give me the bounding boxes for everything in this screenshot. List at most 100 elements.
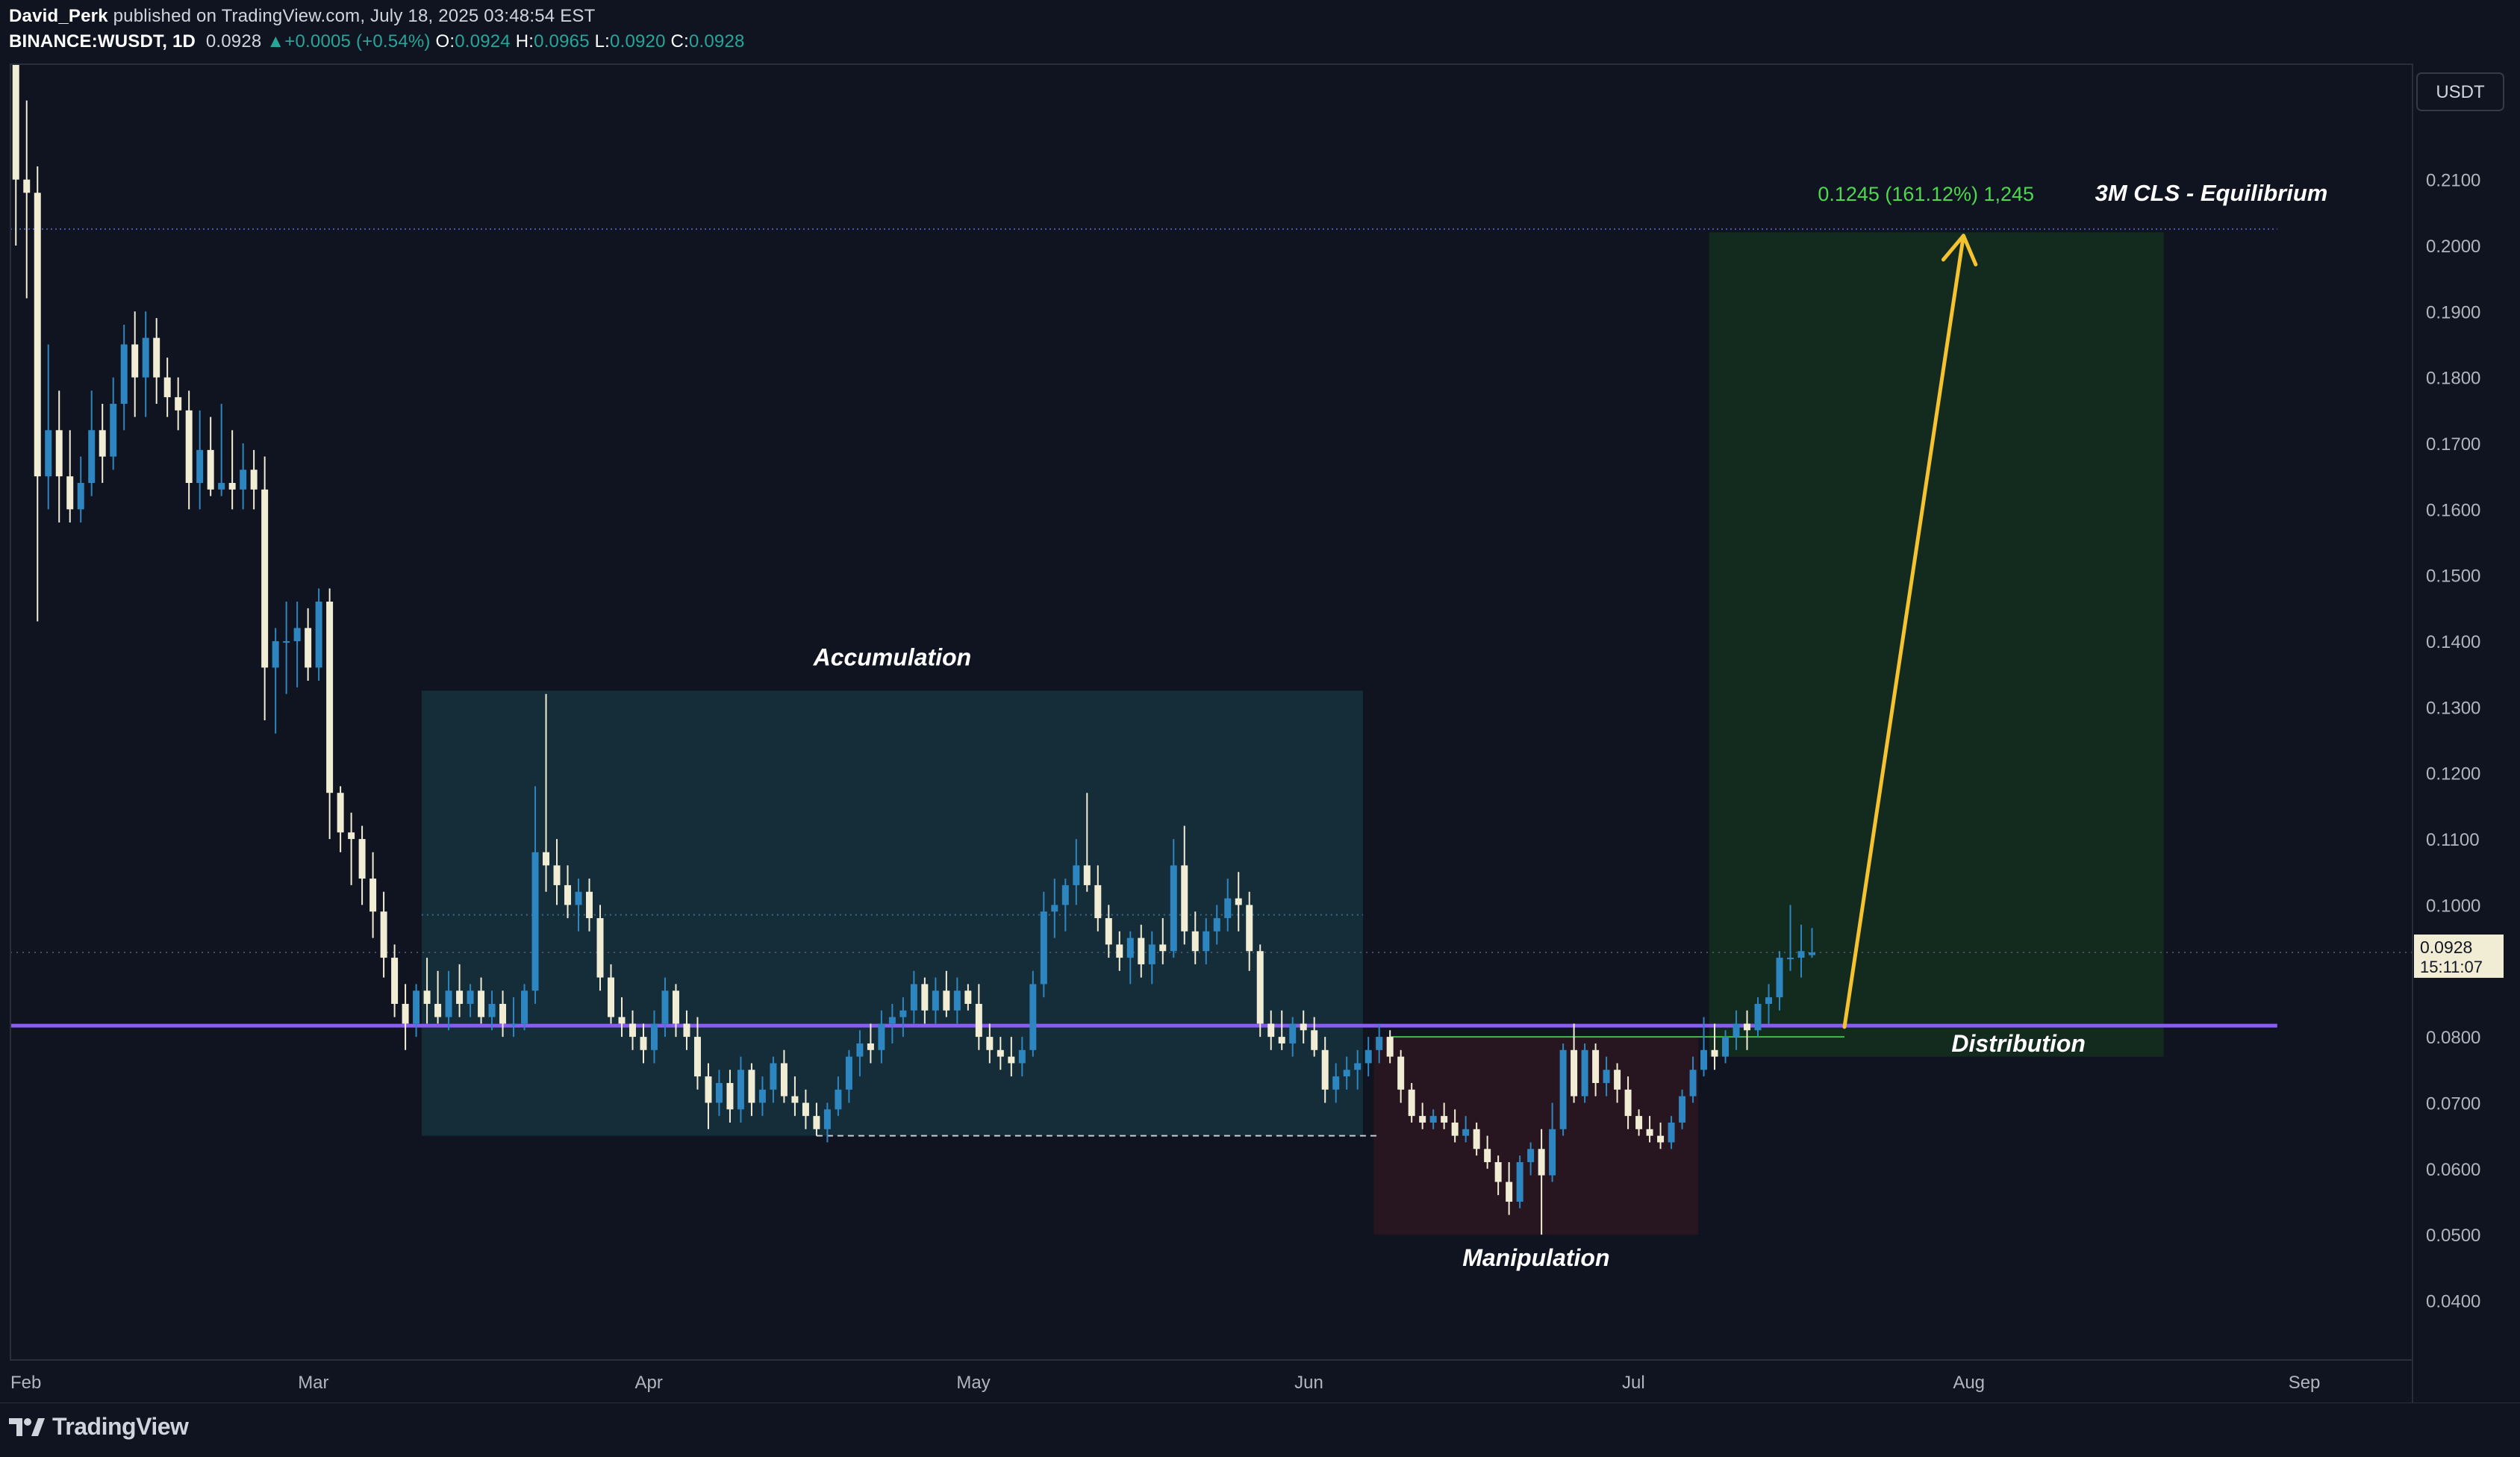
candle bbox=[1408, 1082, 1415, 1123]
candle bbox=[596, 905, 604, 991]
candle-body bbox=[553, 865, 561, 885]
time-tick-label: Jul bbox=[1622, 1373, 1645, 1393]
candle bbox=[1094, 865, 1102, 932]
candle-body bbox=[1008, 1056, 1015, 1064]
candle-body bbox=[748, 1070, 755, 1103]
candle-body bbox=[402, 1003, 409, 1024]
candles bbox=[12, 64, 1815, 1235]
candle-body bbox=[423, 990, 431, 1004]
candle-body bbox=[1278, 1037, 1285, 1043]
candle bbox=[543, 693, 550, 892]
candle-body bbox=[1429, 1116, 1437, 1123]
candle-body bbox=[1549, 1129, 1556, 1176]
candle-body bbox=[1571, 1049, 1578, 1096]
candle-body bbox=[758, 1089, 766, 1103]
candle bbox=[780, 1049, 788, 1103]
candle bbox=[1494, 1155, 1502, 1196]
price-tick-label: 0.1600 bbox=[2426, 500, 2480, 520]
candle-body bbox=[1159, 944, 1167, 952]
candle bbox=[672, 984, 679, 1038]
candle-body bbox=[1321, 1049, 1329, 1090]
projection-arrow bbox=[1842, 234, 1965, 1029]
candle bbox=[1646, 1116, 1653, 1143]
candle bbox=[1765, 984, 1773, 1024]
candle-body bbox=[1809, 952, 1815, 955]
candle-body bbox=[1797, 951, 1805, 958]
candle bbox=[1191, 911, 1199, 964]
candle bbox=[1343, 1056, 1350, 1090]
candle bbox=[348, 812, 355, 885]
candle-body bbox=[1538, 1149, 1545, 1176]
price-axis[interactable]: 0.04000.05000.06000.07000.08000.09000.10… bbox=[2414, 72, 2504, 1311]
candle-body bbox=[1148, 944, 1155, 964]
symbol-interval[interactable]: BINANCE:WUSDT, 1D bbox=[9, 31, 196, 52]
candle-body bbox=[1744, 1023, 1751, 1031]
candle bbox=[337, 786, 344, 852]
candle bbox=[1040, 891, 1047, 998]
candle-body bbox=[456, 990, 464, 1004]
candle-body bbox=[272, 641, 279, 668]
candle-body bbox=[305, 628, 312, 668]
candle-body bbox=[434, 1003, 442, 1017]
candle bbox=[693, 1017, 701, 1090]
candle bbox=[1711, 1023, 1718, 1070]
candle bbox=[1213, 905, 1220, 945]
candle-body bbox=[293, 628, 301, 642]
candle bbox=[758, 1076, 766, 1117]
candle bbox=[1181, 826, 1188, 945]
candle bbox=[1624, 1076, 1632, 1129]
candle bbox=[1289, 1017, 1297, 1057]
candle bbox=[1603, 1056, 1610, 1096]
candle-body bbox=[715, 1082, 723, 1103]
candle bbox=[737, 1056, 744, 1123]
candle-body bbox=[932, 990, 939, 1011]
candle-body bbox=[910, 984, 917, 1011]
currency-badge[interactable] bbox=[2416, 72, 2504, 111]
price-tick-label: 0.1300 bbox=[2426, 698, 2480, 718]
candle-body bbox=[1256, 951, 1264, 1024]
candle-body bbox=[337, 793, 344, 833]
candle bbox=[434, 970, 442, 1024]
candle bbox=[1073, 839, 1080, 905]
candle-body bbox=[564, 885, 572, 905]
candle-body bbox=[1061, 885, 1069, 905]
candle-body bbox=[153, 337, 160, 378]
projection-measure-label: 0.1245 (161.12%) 1,245 bbox=[1818, 183, 2034, 205]
candle bbox=[1148, 931, 1155, 985]
candle-body bbox=[672, 990, 679, 1024]
candle bbox=[12, 64, 19, 246]
last-price: 0.0928 bbox=[205, 31, 262, 52]
target-zone bbox=[1709, 232, 2164, 1057]
candle bbox=[1635, 1109, 1643, 1136]
candle bbox=[1451, 1109, 1459, 1143]
candle bbox=[1332, 1063, 1340, 1103]
candle-body bbox=[1646, 1129, 1653, 1136]
candle bbox=[575, 879, 582, 932]
candle-body bbox=[845, 1056, 852, 1090]
candle-body bbox=[261, 489, 269, 668]
candle-body bbox=[629, 1023, 636, 1038]
candle-body bbox=[802, 1102, 809, 1117]
candle-body bbox=[1311, 1030, 1318, 1050]
candle-body bbox=[683, 1023, 690, 1038]
candle bbox=[423, 958, 431, 1024]
candle-body bbox=[737, 1070, 744, 1110]
candle-body bbox=[953, 990, 961, 1011]
candle-body bbox=[1494, 1161, 1502, 1182]
tradingview-logo[interactable]: TradingView bbox=[9, 1413, 189, 1441]
candle-body bbox=[120, 344, 128, 404]
candle bbox=[1732, 1010, 1740, 1050]
candle bbox=[531, 786, 539, 1004]
candle bbox=[1441, 1102, 1448, 1129]
candle-body bbox=[921, 984, 929, 1011]
price-tick-label: 0.1100 bbox=[2426, 830, 2480, 850]
candle bbox=[1029, 970, 1037, 1057]
candle bbox=[66, 430, 74, 523]
time-axis[interactable]: Feb Mar Apr May Jun Jul Aug Sep bbox=[10, 1373, 2320, 1393]
candle-body bbox=[1073, 865, 1080, 885]
candle bbox=[813, 1102, 820, 1136]
candle-body bbox=[1765, 997, 1773, 1004]
author-name[interactable]: David_Perk bbox=[9, 6, 108, 26]
tradingview-logo-icon bbox=[9, 1417, 45, 1438]
